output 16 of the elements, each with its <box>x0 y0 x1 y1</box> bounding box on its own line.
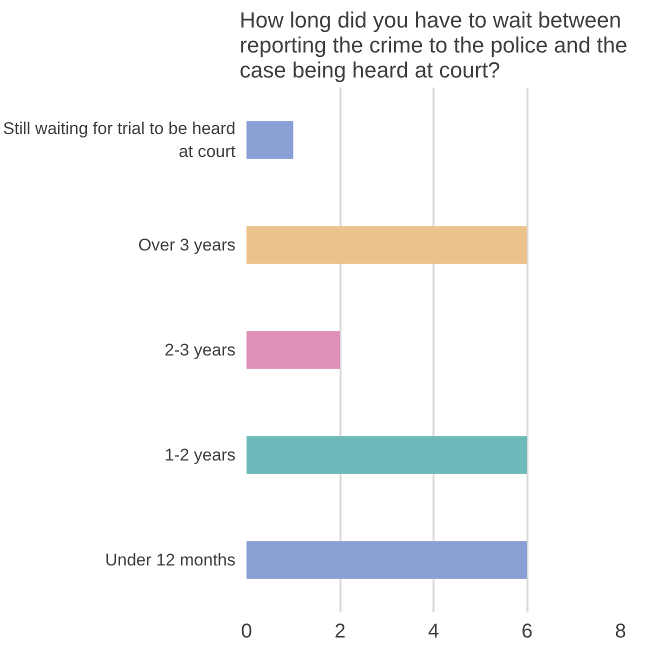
bar <box>246 541 527 579</box>
y-tick-label: Over 3 years <box>138 236 236 254</box>
y-tick-label: 1-2 years <box>164 446 236 464</box>
x-tick-label: 0 <box>240 620 252 642</box>
x-tick-label: 2 <box>334 620 346 642</box>
bar <box>246 331 340 369</box>
x-tick-label: 6 <box>521 620 533 642</box>
chart-title: How long did you have to wait between reporting the crime to the police and the case being heard at court? <box>240 8 628 82</box>
x-tick-label: 4 <box>428 620 440 642</box>
x-tick-label: 8 <box>614 620 626 642</box>
y-tick-label: Still waiting for trial to be heard at court <box>3 119 236 161</box>
y-tick-label: 2-3 years <box>164 340 236 360</box>
bar <box>246 121 294 159</box>
bar <box>246 226 527 264</box>
bar <box>246 436 527 474</box>
y-tick-label: Under 12 months <box>105 550 236 570</box>
